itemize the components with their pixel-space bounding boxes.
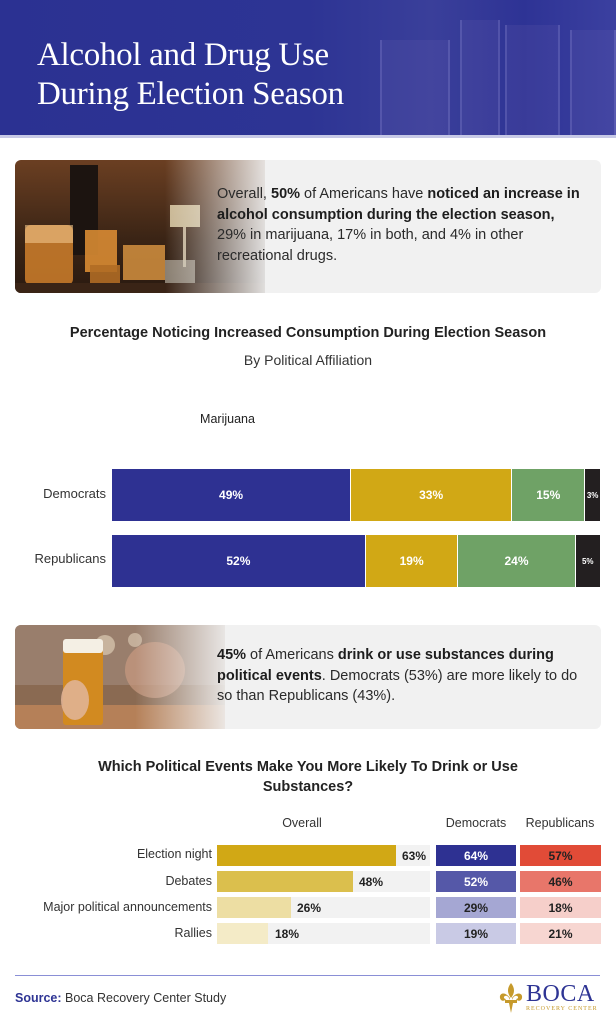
republicans-cell: 18% bbox=[520, 897, 601, 918]
fleur-de-lis-icon bbox=[499, 983, 523, 1013]
footer-divider bbox=[15, 975, 600, 976]
text-part: of Americans have bbox=[300, 186, 428, 202]
legend-alcohol: Alcohol bbox=[104, 412, 145, 426]
callout-text: 45% of Americans drink or use substances… bbox=[217, 645, 587, 707]
legend-marijuana: Marijuana bbox=[200, 412, 255, 426]
photo-fade bbox=[165, 160, 275, 293]
callout-text: Overall, 50% of Americans have noticed a… bbox=[217, 184, 587, 266]
overall-bar bbox=[217, 897, 291, 918]
segment-other: 5% bbox=[575, 535, 600, 587]
stacked-bar-democrats: 49% 33% 15% 3% bbox=[112, 469, 600, 521]
event-label-rallies: Rallies bbox=[174, 926, 212, 940]
source-label: Source: bbox=[15, 991, 62, 1005]
democrats-cell: 64% bbox=[436, 845, 516, 866]
text-part: Overall, bbox=[217, 186, 271, 202]
stacked-bar-republicans: 52% 19% 24% 5% bbox=[112, 535, 600, 587]
row-label-republicans: Republicans bbox=[34, 551, 106, 566]
chart1-subtitle: By Political Affiliation bbox=[243, 352, 373, 368]
overall-bar-track: 63% bbox=[217, 845, 430, 866]
segment-marijuana: 19% bbox=[365, 535, 459, 587]
legend-other-drugs: Other recreational drugs bbox=[389, 412, 525, 426]
democrats-cell: 52% bbox=[436, 871, 516, 892]
callout-political-events: 45% of Americans drink or use substances… bbox=[15, 625, 601, 729]
republicans-cell: 21% bbox=[520, 923, 601, 944]
republicans-cell: 57% bbox=[520, 845, 601, 866]
logo-sub-text: RECOVERY CENTER bbox=[526, 1006, 598, 1012]
text-emphasis: drink or use substances during political… bbox=[217, 647, 554, 684]
segment-alcohol: 49% bbox=[112, 469, 352, 521]
text-part: of Americans bbox=[246, 647, 338, 663]
democrats-cell: 19% bbox=[436, 923, 516, 944]
chart2-title: Which Political Events Make You More Lik… bbox=[98, 759, 518, 795]
overall-bar-track: 26% bbox=[217, 897, 430, 918]
header-divider bbox=[0, 135, 616, 138]
photo-fade bbox=[135, 625, 235, 729]
logo-wordmark: BOCA RECOVERY CENTER bbox=[526, 982, 598, 1012]
chart1-title: Percentage Noticing Increased Consumptio… bbox=[69, 325, 547, 341]
overall-bar-track: 18% bbox=[217, 923, 430, 944]
text-emphasis: noticed an increase in alcohol consumpti… bbox=[217, 186, 580, 223]
legend-both: Both bbox=[307, 412, 334, 426]
overall-bar bbox=[217, 923, 268, 944]
overall-bar bbox=[217, 871, 353, 892]
column-header-overall: Overall bbox=[282, 816, 322, 830]
source-citation: Source: Boca Recovery Center Study bbox=[15, 991, 226, 1005]
overall-bar-track: 48% bbox=[217, 871, 430, 892]
row-label-democrats: Democrats bbox=[43, 486, 106, 501]
text-emphasis: 45% bbox=[217, 647, 247, 663]
event-label-major-announcements: Major political announcements bbox=[43, 900, 212, 914]
event-label-debates: Debates bbox=[165, 874, 212, 888]
column-header-democrats: Democrats bbox=[445, 816, 507, 830]
overall-bar bbox=[217, 845, 396, 866]
republicans-cell: 46% bbox=[520, 871, 601, 892]
overall-value: 63% bbox=[402, 848, 427, 863]
title-line-1: Alcohol and Drug Use bbox=[37, 37, 329, 73]
column-header-republicans: Republicans bbox=[525, 816, 595, 830]
text-part: 29% in marijuana, 17% in both, and 4% in… bbox=[217, 227, 524, 264]
glass-decoration bbox=[505, 25, 560, 138]
title-line-2: During Election Season bbox=[37, 76, 344, 112]
glass-decoration bbox=[570, 30, 616, 138]
segment-both: 24% bbox=[458, 535, 576, 587]
boca-logo: BOCA RECOVERY CENTER bbox=[498, 982, 598, 1014]
text-emphasis: 50% bbox=[271, 186, 301, 202]
callout-alcohol-increase: Overall, 50% of Americans have noticed a… bbox=[15, 160, 601, 293]
overall-value: 26% bbox=[297, 900, 322, 915]
segment-alcohol: 52% bbox=[112, 535, 366, 587]
source-text: Boca Recovery Center Study bbox=[61, 991, 227, 1005]
logo-main-text: BOCA bbox=[526, 981, 595, 1007]
page-title: Alcohol and Drug Use During Election Sea… bbox=[37, 36, 344, 114]
event-label-election-night: Election night bbox=[136, 847, 212, 861]
segment-both: 15% bbox=[512, 469, 586, 521]
text-part: . Democrats (53%) are more likely to do … bbox=[217, 667, 578, 705]
overall-value: 48% bbox=[359, 874, 384, 889]
segment-marijuana: 33% bbox=[351, 469, 513, 521]
header-banner: Alcohol and Drug Use During Election Sea… bbox=[0, 0, 616, 138]
glass-decoration bbox=[460, 20, 500, 138]
democrats-cell: 29% bbox=[436, 897, 516, 918]
overall-value: 18% bbox=[275, 926, 300, 941]
glass-decoration bbox=[380, 40, 450, 138]
segment-other: 3% bbox=[585, 469, 600, 521]
